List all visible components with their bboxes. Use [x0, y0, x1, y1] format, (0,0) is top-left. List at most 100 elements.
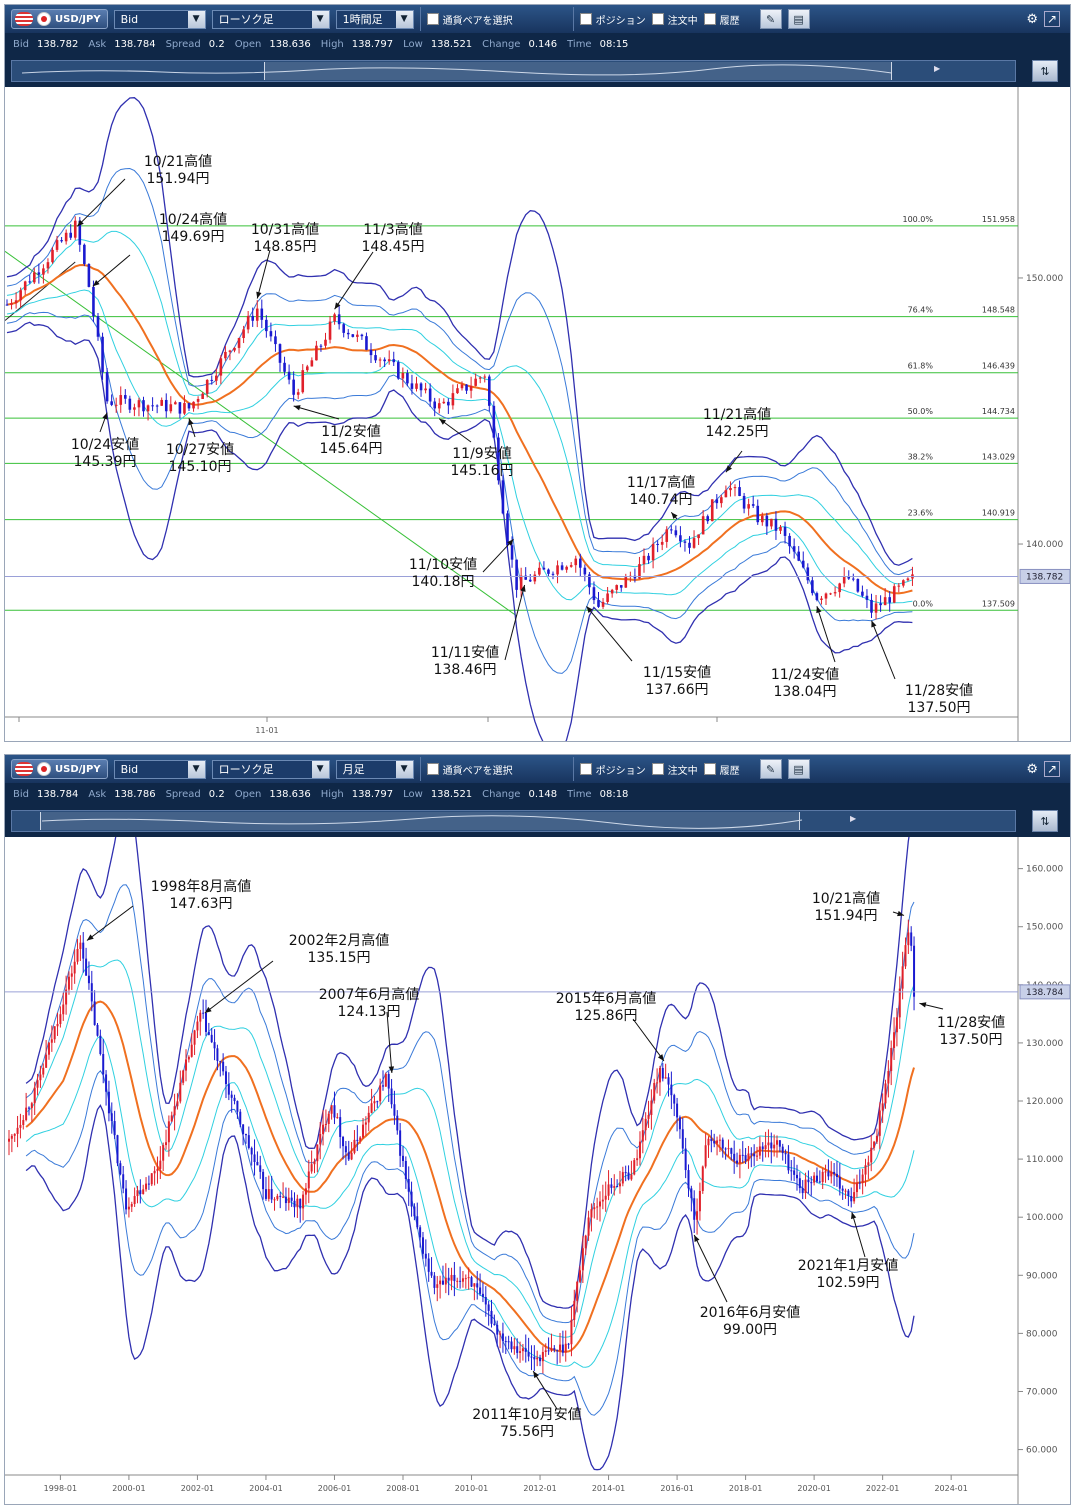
navigator-range-handle[interactable] — [40, 812, 800, 830]
price-type-select[interactable]: Bid ▼ — [113, 9, 206, 29]
navigator-scroll[interactable]: ▶ — [11, 810, 1016, 832]
candle-body — [467, 1277, 470, 1279]
candle-body — [42, 1067, 45, 1075]
candle-body — [270, 1189, 273, 1200]
annotation-price: 102.59円 — [817, 1275, 880, 1291]
popout-icon[interactable]: ↗ — [1044, 11, 1060, 27]
checkbox-box[interactable] — [703, 13, 716, 25]
low-value: 138.521 — [430, 38, 473, 50]
bollinger-band-line — [25, 884, 915, 1324]
candle-body — [160, 399, 163, 406]
candle-body — [729, 487, 732, 491]
y-tick-label: 120.000 — [1026, 1097, 1063, 1107]
candle-body — [219, 1060, 222, 1062]
candle-body — [504, 1341, 507, 1343]
checkbox-box[interactable] — [579, 763, 592, 775]
expand-icon[interactable]: ⇅ — [1032, 810, 1058, 832]
quote-bar: Bid 138.784 Ask 138.786 Spread 0.2 Open 138.… — [5, 783, 1070, 805]
select-pair-checkbox[interactable]: 通貨ペアを選択 — [426, 12, 567, 27]
candle-body — [756, 1155, 759, 1157]
timeframe-select[interactable]: 月足 ▼ — [335, 759, 414, 779]
checkbox-box[interactable] — [426, 13, 439, 25]
time-label: Time — [567, 38, 592, 50]
scroll-right-icon[interactable]: ▶ — [934, 64, 941, 73]
candle-body — [499, 1333, 502, 1335]
annotation-price: 145.10円 — [169, 459, 232, 475]
navigator-scroll[interactable]: ▶ — [11, 60, 1016, 82]
candle-body — [427, 1258, 430, 1272]
checkbox-box[interactable] — [651, 763, 664, 775]
candle-body — [202, 1012, 205, 1014]
hourly-chart[interactable]: 140.000 150.000 100.0% 151.958 76.4% 148.548 6… — [5, 87, 1071, 742]
annotation-price: 135.15円 — [308, 950, 371, 966]
checkbox-box[interactable] — [651, 13, 664, 25]
candle-body — [384, 1073, 387, 1087]
y-tick-label: 60.000 — [1026, 1446, 1058, 1456]
candle-body — [347, 1152, 350, 1160]
monthly-chart[interactable]: 60.000 70.000 80.000 90.000 100.000 110.000 12… — [5, 837, 1071, 1505]
currency-pair-button[interactable]: USD/JPY — [11, 9, 108, 29]
draw-tool-icon[interactable]: ✎ — [759, 9, 782, 29]
history-checkbox[interactable]: 履歴 — [703, 762, 740, 777]
candle-body — [383, 359, 386, 362]
window-icon[interactable]: ▤ — [787, 759, 810, 779]
candle-body — [410, 1191, 413, 1207]
timeframe-select[interactable]: 1時間足 ▼ — [335, 9, 414, 29]
annotation-arrowhead — [871, 620, 877, 628]
candle-body — [73, 220, 77, 238]
gear-icon[interactable]: ⚙ — [1026, 11, 1038, 27]
checkbox-box[interactable] — [579, 13, 592, 25]
position-checkbox[interactable]: ポジション — [579, 762, 646, 777]
price-type-select[interactable]: Bid ▼ — [113, 759, 206, 779]
chart-type-select[interactable]: ローソク足 ▼ — [211, 759, 330, 779]
candle-body — [619, 585, 623, 588]
candle-body — [815, 1175, 818, 1182]
navigator-range-handle[interactable] — [264, 62, 892, 80]
candle-body — [169, 404, 173, 412]
orders-checkbox[interactable]: 注文中 — [651, 762, 698, 777]
window-icon[interactable]: ▤ — [787, 9, 810, 29]
position-label: ポジション — [595, 765, 646, 777]
checkbox-box[interactable] — [426, 763, 439, 775]
candle-body — [407, 1178, 410, 1192]
candle-body — [113, 1121, 116, 1136]
chart-type-select[interactable]: ローソク足 ▼ — [211, 9, 330, 29]
scroll-right-icon[interactable]: ▶ — [850, 814, 857, 823]
candle-body — [865, 595, 869, 600]
gear-icon[interactable]: ⚙ — [1026, 761, 1038, 777]
position-checkbox[interactable]: ポジション — [579, 12, 646, 27]
x-tick-label: 2006-01 — [318, 1484, 351, 1493]
candle-body — [151, 405, 154, 407]
candle-body — [145, 1183, 148, 1190]
candle-body — [342, 324, 345, 333]
checkbox-box[interactable] — [703, 763, 716, 775]
candle-body — [284, 1196, 287, 1204]
draw-tool-icon[interactable]: ✎ — [759, 759, 782, 779]
candle-body — [139, 1190, 142, 1195]
bollinger-band-line — [6, 97, 913, 566]
expand-icon[interactable]: ⇅ — [1032, 60, 1058, 82]
x-tick-label: 2002-01 — [181, 1484, 214, 1493]
candle-body — [613, 1186, 616, 1188]
candle-body — [162, 1145, 165, 1161]
candle-body — [687, 1170, 690, 1189]
candle-body — [156, 1168, 159, 1171]
candle-body — [693, 1198, 696, 1220]
candle-body — [244, 1134, 247, 1136]
currency-pair-button[interactable]: USD/JPY — [11, 759, 108, 779]
history-checkbox[interactable]: 履歴 — [703, 12, 740, 27]
us-flag-icon — [15, 12, 33, 26]
candle-body — [801, 1188, 804, 1194]
popout-icon[interactable]: ↗ — [1044, 761, 1060, 777]
annotation-price: 99.00円 — [723, 1322, 777, 1338]
candle-body — [450, 1274, 453, 1281]
select-pair-checkbox[interactable]: 通貨ペアを選択 — [426, 762, 567, 777]
orders-checkbox[interactable]: 注文中 — [651, 12, 698, 27]
candle-body — [79, 942, 82, 949]
candle-body — [681, 1129, 684, 1149]
candle-body — [870, 599, 873, 613]
annotation-date: 11/21高値 — [703, 406, 771, 423]
candle-body — [274, 336, 277, 345]
candle-body — [356, 334, 359, 337]
annotation-arrowhead — [439, 418, 447, 425]
